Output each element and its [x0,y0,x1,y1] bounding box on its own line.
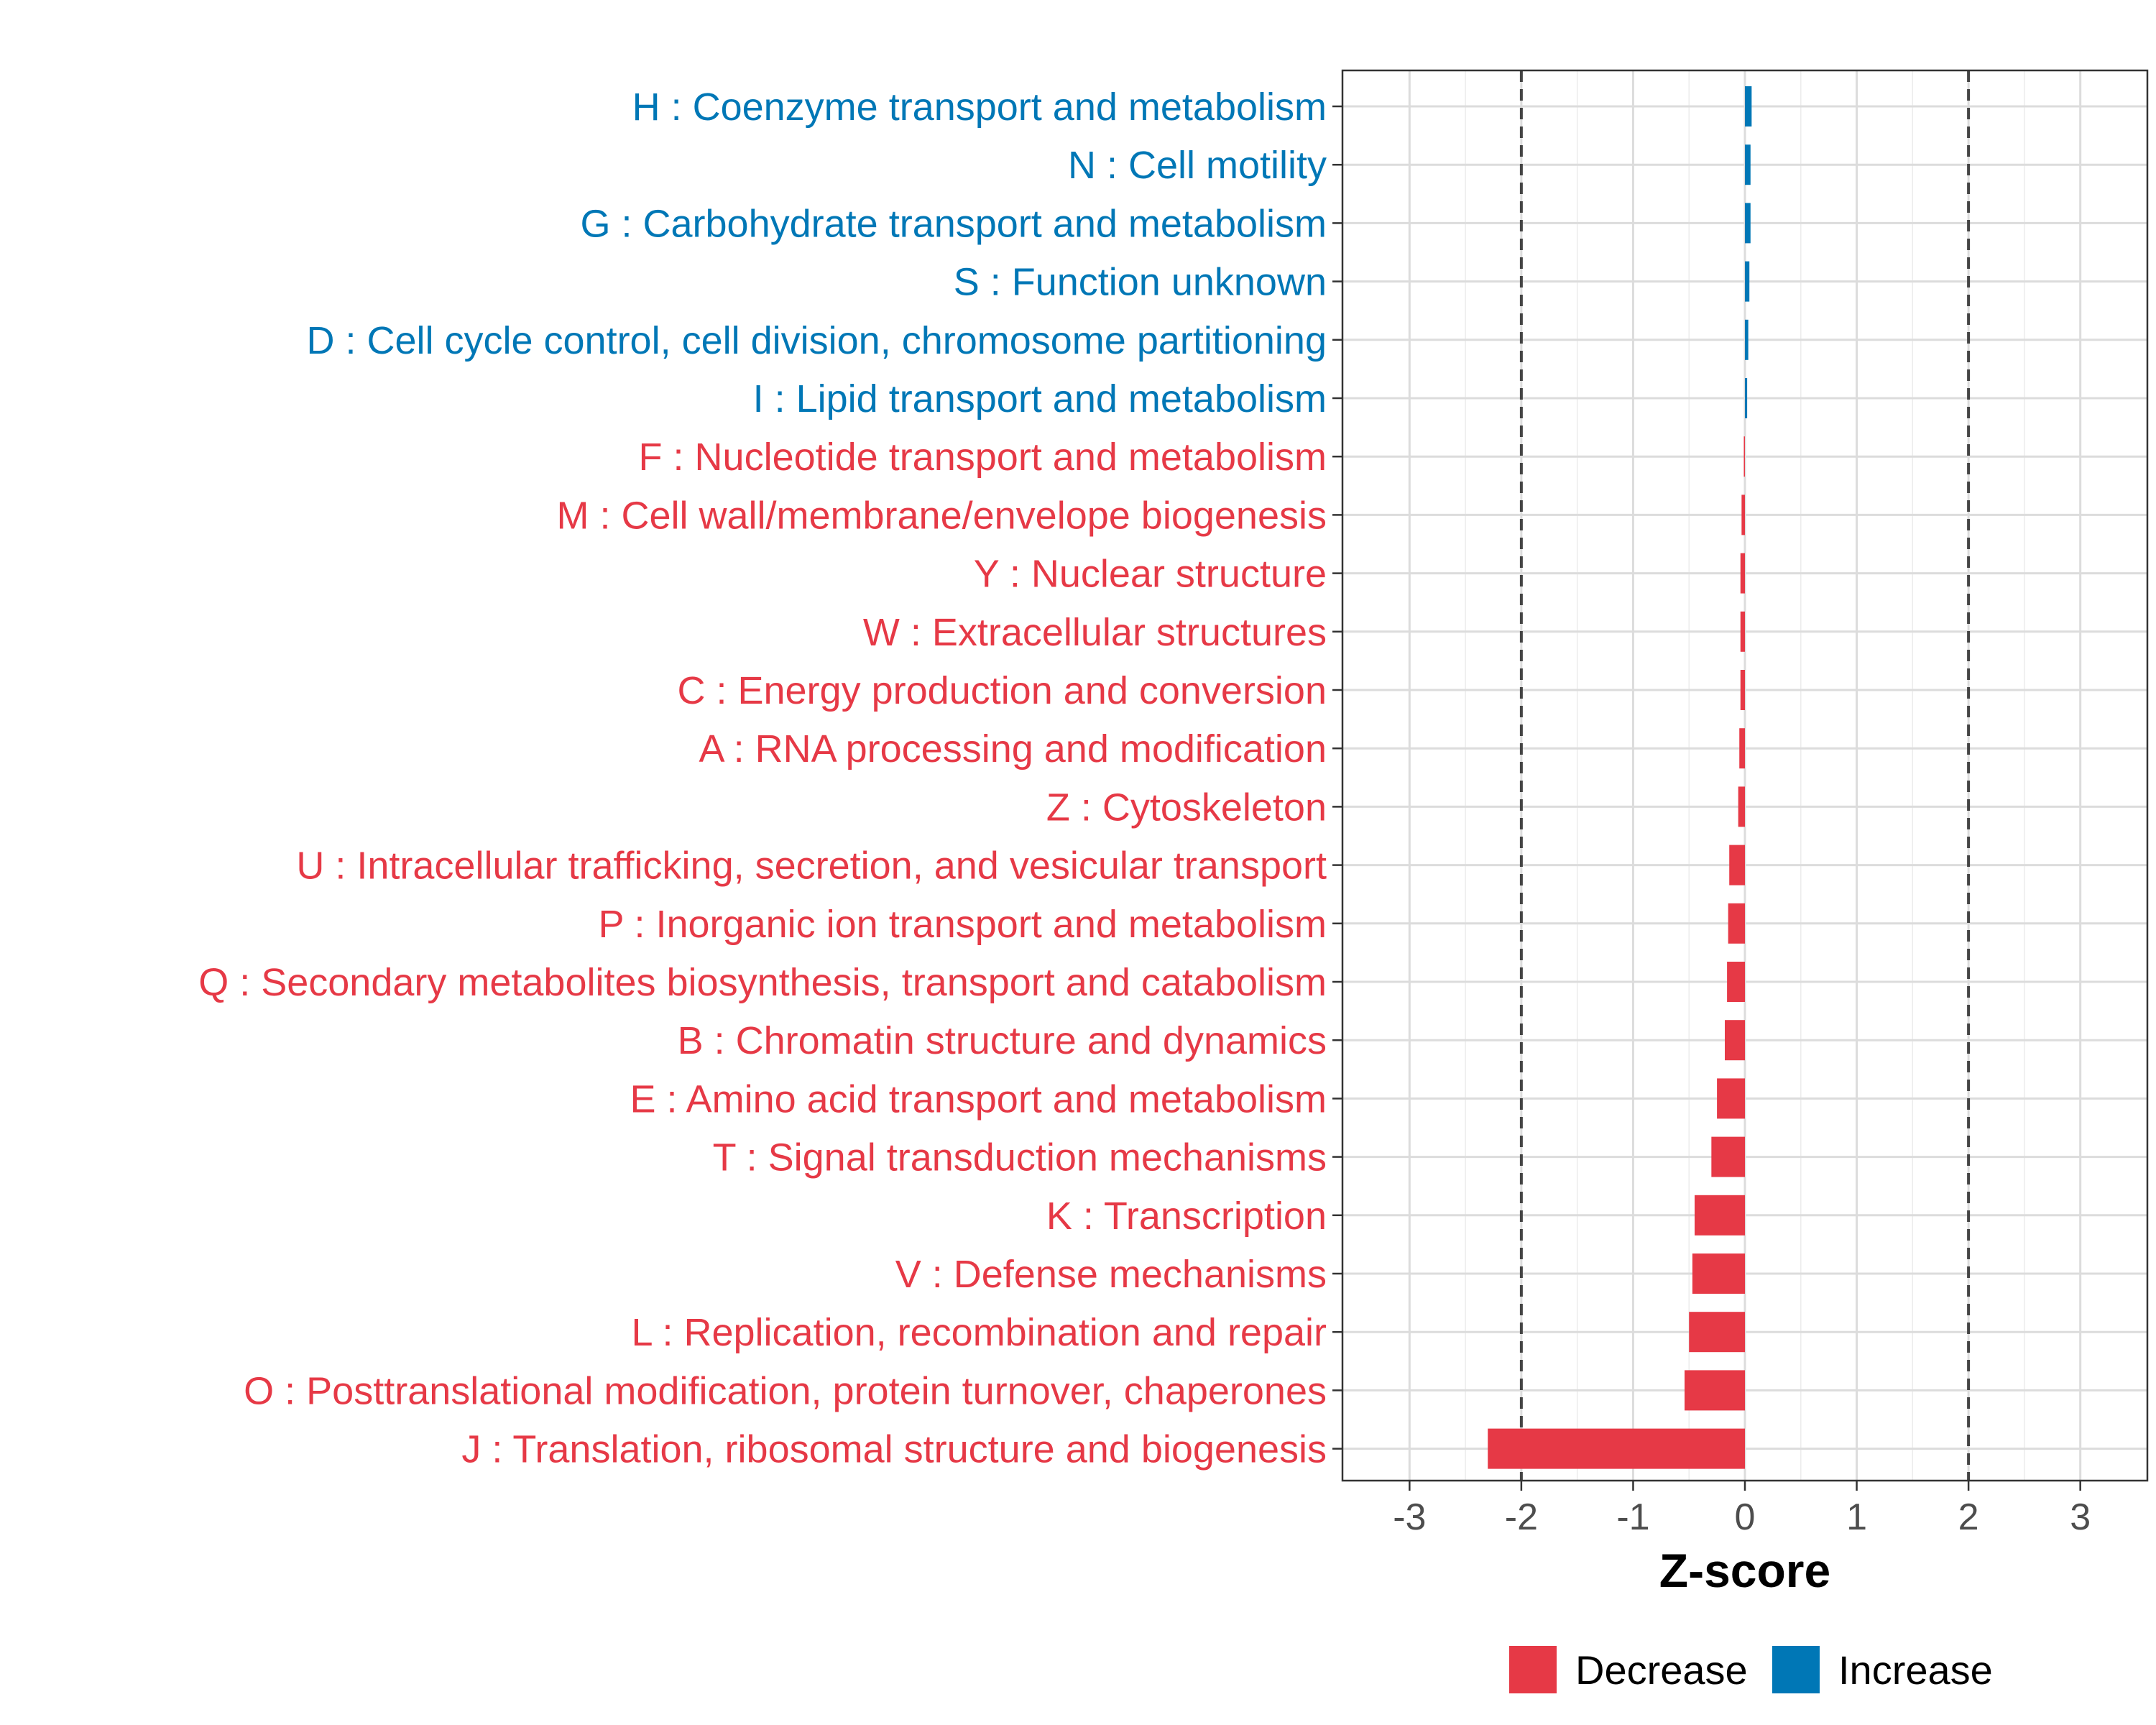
bar [1739,728,1745,769]
bar [1695,1195,1745,1236]
category-label: B : Chromatin structure and dynamics [678,1019,1327,1062]
bar [1685,1370,1745,1411]
legend-label-decrease: Decrease [1575,1647,1748,1693]
bar [1745,319,1749,360]
category-label: E : Amino acid transport and metabolism [630,1077,1327,1121]
bar [1740,670,1745,710]
category-label: J : Translation, ribosomal structure and… [461,1428,1327,1471]
category-label: C : Energy production and conversion [677,669,1327,712]
legend-label-increase: Increase [1838,1647,1993,1693]
bar [1740,611,1745,652]
category-label: P : Inorganic ion transport and metaboli… [598,903,1327,946]
category-label: O : Posttranslational modification, prot… [244,1369,1327,1412]
bar [1727,962,1745,1002]
bar [1692,1254,1745,1294]
legend-key-decrease [1509,1646,1557,1693]
x-tick-label: 0 [1735,1496,1756,1538]
bar [1741,494,1745,535]
category-label: K : Transcription [1046,1195,1327,1238]
category-label: M : Cell wall/membrane/envelope biogenes… [556,494,1327,537]
bar [1711,1136,1745,1177]
bar [1738,786,1745,827]
category-label: U : Intracellular trafficking, secretion… [296,845,1327,888]
bar [1743,436,1745,477]
x-axis-title: Z-score [1659,1544,1830,1597]
bar [1745,86,1752,126]
category-label: A : RNA processing and modification [699,727,1327,770]
bar [1745,261,1750,302]
bar [1745,144,1751,185]
x-tick-label: 1 [1846,1496,1867,1538]
category-label: Y : Nuclear structure [974,553,1327,596]
bar [1740,553,1745,594]
x-tick-label: -3 [1393,1496,1426,1538]
category-label: Q : Secondary metabolites biosynthesis, … [198,961,1327,1004]
category-label: I : Lipid transport and metabolism [753,377,1327,420]
category-label: V : Defense mechanisms [895,1253,1327,1296]
category-label: N : Cell motility [1068,144,1327,187]
category-label: Z : Cytoskeleton [1046,786,1327,829]
bar [1689,1312,1745,1353]
x-tick-label: -2 [1505,1496,1538,1538]
category-label: D : Cell cycle control, cell division, c… [306,319,1327,362]
bar [1745,378,1748,418]
bar [1729,845,1745,886]
category-label: G : Carbohydrate transport and metabolis… [581,202,1327,245]
category-label: F : Nucleotide transport and metabolism [639,436,1327,479]
legend-key-increase [1772,1646,1820,1693]
bar [1728,903,1745,944]
bar [1717,1078,1745,1119]
category-label: S : Function unknown [954,261,1327,304]
category-label: H : Coenzyme transport and metabolism [632,86,1327,129]
bar [1745,203,1751,244]
bar [1488,1428,1745,1469]
x-tick-label: 2 [1958,1496,1979,1538]
category-label: L : Replication, recombination and repai… [631,1311,1327,1354]
category-label: T : Signal transduction mechanisms [713,1136,1327,1179]
x-tick-label: -1 [1616,1496,1649,1538]
legend: Decrease Increase [1509,1646,1993,1693]
bar [1725,1020,1745,1061]
category-label: W : Extracellular structures [863,611,1327,654]
x-tick-label: 3 [2070,1496,2091,1538]
